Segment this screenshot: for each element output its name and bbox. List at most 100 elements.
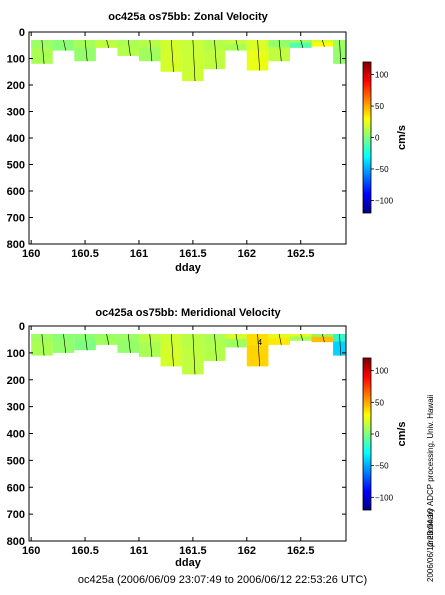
y-tick-label: 0	[19, 27, 25, 39]
contour-line	[257, 334, 260, 367]
data-column-upper	[182, 334, 204, 349]
x-tick-label: 162	[238, 545, 256, 557]
contour-line	[300, 334, 304, 341]
colorbar-tick-label: 0	[375, 430, 380, 439]
y-tick-label: 800	[7, 536, 25, 548]
contour-line	[278, 334, 282, 345]
data-column-upper	[311, 40, 334, 43]
data-column-upper	[203, 40, 226, 51]
data-column	[95, 334, 118, 345]
y-tick-label: 600	[7, 482, 25, 494]
x-tick-label: 160.5	[71, 248, 99, 260]
colorbar-tick-label: 0	[375, 134, 380, 143]
y-tick-label: 700	[7, 213, 25, 225]
contour-line	[171, 334, 174, 367]
data-column-upper	[117, 40, 139, 46]
colorbar-tick-label: 100	[375, 367, 389, 376]
meridional-colorbar: 100 50 0 −50 −100 cm/s	[362, 357, 408, 511]
contour-line	[192, 39, 196, 82]
contour-line	[106, 334, 110, 345]
data-column-upper	[52, 334, 75, 341]
data-column	[311, 334, 334, 343]
data-column-upper	[139, 334, 161, 343]
colorbar-tick-label: −100	[375, 493, 394, 502]
data-column-upper	[289, 40, 312, 43]
data-column-upper	[289, 334, 312, 337]
colorbar-tick-label: −50	[375, 462, 389, 471]
y-tick-label: 200	[7, 375, 25, 387]
contour-label: 4	[258, 338, 263, 347]
data-column-upper	[52, 40, 75, 44]
colorbar-gradient	[362, 357, 372, 511]
colorbar-label: cm/s	[396, 421, 408, 446]
data-column	[52, 40, 75, 51]
data-column-upper	[139, 40, 161, 48]
x-tick-label: 161	[130, 545, 148, 557]
data-column-upper	[160, 334, 183, 346]
x-tick-label: 160	[22, 248, 40, 260]
contour-line	[41, 39, 45, 64]
timestamp-note: 2006/06/12 23:04:10	[426, 508, 435, 582]
contour-line	[257, 39, 260, 71]
data-column	[225, 40, 247, 51]
data-column-upper	[246, 334, 269, 346]
contour-line	[339, 334, 342, 356]
y-tick-label: 500	[7, 455, 25, 467]
y-tick-label: 300	[7, 107, 25, 119]
contour-line	[278, 39, 282, 62]
y-tick-label: 500	[7, 160, 25, 172]
x-tick-label: 161	[130, 248, 148, 260]
contour-line	[214, 39, 217, 70]
data-column	[289, 334, 312, 341]
contour-line	[300, 39, 304, 48]
y-tick-label: 300	[7, 402, 25, 414]
meridional-title: oc425a os75bb: Meridional Velocity	[95, 307, 281, 319]
x-tick-label: 160	[22, 545, 40, 557]
y-tick-label: 600	[7, 186, 25, 198]
contour-line	[235, 39, 239, 51]
colorbar-tick-label: 50	[375, 398, 384, 407]
colorbar-tick-label: 100	[375, 71, 389, 80]
data-column-upper	[203, 334, 226, 344]
meridional-xlabel: dday	[175, 557, 202, 569]
contour-line	[127, 334, 131, 353]
data-column-upper	[117, 334, 139, 341]
x-tick-label: 161.5	[179, 248, 207, 260]
data-column	[268, 334, 290, 345]
x-tick-label: 162.5	[287, 248, 315, 260]
y-tick-label: 700	[7, 509, 25, 521]
contour-line	[149, 39, 153, 62]
contour-line	[214, 334, 217, 361]
contour-line	[339, 39, 342, 64]
contour-line	[192, 334, 196, 375]
contour-line	[235, 334, 239, 348]
colorbar-gradient	[362, 61, 372, 214]
x-tick-label: 160.5	[71, 545, 99, 557]
contour-line	[322, 334, 325, 343]
y-tick-label: 400	[7, 133, 25, 145]
x-tick-label: 161.5	[179, 545, 207, 557]
contour-line	[171, 39, 174, 72]
data-column-upper	[74, 40, 96, 48]
zonal-xlabel: dday	[175, 262, 202, 274]
y-tick-label: 100	[7, 348, 25, 360]
y-tick-label: 800	[7, 239, 25, 251]
data-column-upper	[311, 334, 334, 337]
data-column-upper	[225, 334, 247, 339]
data-column-upper	[182, 40, 204, 55]
x-tick-label: 162	[238, 248, 256, 260]
meridional-panel: oc425a os75bb: Meridional Velocity 40100…	[7, 307, 408, 569]
y-tick-label: 0	[19, 321, 25, 333]
colorbar-tick-label: −100	[375, 196, 394, 205]
data-column-upper	[225, 40, 247, 44]
contour-line	[41, 334, 45, 356]
contour-line	[106, 39, 110, 48]
data-column-upper	[160, 40, 183, 52]
y-tick-label: 100	[7, 54, 25, 66]
data-column	[95, 40, 118, 48]
x-tick-label: 162.5	[287, 545, 315, 557]
y-tick-label: 200	[7, 80, 25, 92]
contour-line	[322, 39, 325, 47]
